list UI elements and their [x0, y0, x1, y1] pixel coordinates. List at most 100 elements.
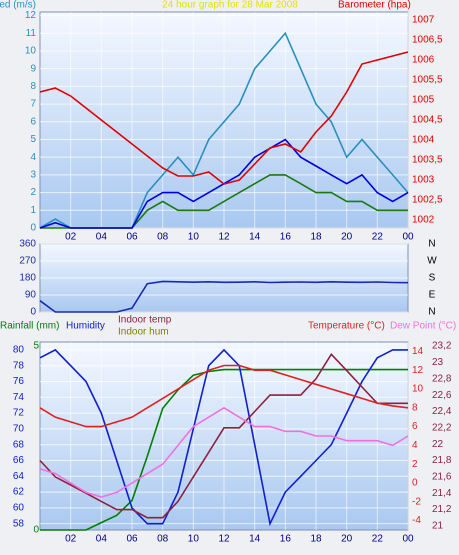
y2-tick-label: 1007 — [412, 15, 435, 26]
y-tick-label: 80 — [13, 345, 25, 356]
x-tick-label: 10 — [188, 534, 200, 545]
y2-tick-label: N — [428, 307, 435, 318]
y2-tick-label: -2 — [412, 496, 421, 507]
y2-tick-label: 1006,5 — [412, 35, 443, 46]
y4-tick-label: 0 — [33, 525, 39, 536]
y-tick-label: 1 — [30, 205, 36, 216]
y2-tick-label: 12 — [412, 365, 424, 376]
x-tick-label: 20 — [341, 232, 353, 243]
y-tick-label: 0 — [30, 307, 36, 318]
y2-tick-label: 1005 — [412, 95, 435, 106]
x-tick-label: 06 — [126, 232, 138, 243]
y-tick-label: 7 — [30, 99, 36, 110]
x-tick-label: 18 — [310, 534, 322, 545]
y2-tick-label: W — [427, 256, 437, 267]
y3-tick-label: 21,6 — [432, 472, 452, 483]
y3-tick-label: 22,2 — [432, 422, 452, 433]
x-tick-label: 00 — [402, 534, 414, 545]
y-tick-label: 70 — [13, 424, 25, 435]
x-tick-label: 04 — [96, 534, 108, 545]
legend-label: Dew Point (°C) — [390, 321, 456, 332]
y2-tick-label: -4 — [412, 515, 421, 526]
y2-tick-label: 1005,5 — [412, 75, 443, 86]
x-tick-label: 16 — [280, 232, 292, 243]
y3-tick-label: 23 — [432, 357, 444, 368]
y2-tick-label: 8 — [412, 402, 418, 413]
x-tick-label: 08 — [157, 534, 169, 545]
x-tick-label: 22 — [372, 534, 384, 545]
y-tick-label: 11 — [26, 28, 37, 39]
y-tick-label: 180 — [19, 273, 36, 284]
legend-label: Rainfall (mm) — [0, 321, 59, 332]
y-tick-label: 6 — [30, 116, 36, 127]
series-line — [39, 348, 408, 527]
y-tick-label: 4 — [30, 152, 36, 163]
x-tick-label: 14 — [249, 232, 261, 243]
x-tick-label: 14 — [249, 534, 261, 545]
y3-tick-label: 21,8 — [432, 455, 452, 466]
y2-tick-label: 14 — [412, 346, 424, 357]
title: 24 hour graph for 28 Mar 2008 — [162, 0, 298, 11]
y3-tick-label: 21,4 — [432, 488, 452, 499]
y3-tick-label: 22,4 — [432, 406, 452, 417]
x-tick-label: 08 — [157, 232, 169, 243]
legend-label: Temperature (°C) — [308, 321, 385, 332]
series-line — [39, 406, 409, 498]
y-tick-label: 72 — [13, 408, 25, 419]
y2-tick-label: 1004 — [412, 135, 435, 146]
y-tick-label: 5 — [30, 134, 36, 145]
y-tick-label: 9 — [30, 63, 36, 74]
y2-tick-label: 1002 — [412, 215, 435, 226]
series-line — [39, 352, 408, 519]
x-tick-label: 02 — [65, 232, 77, 243]
y2label: Barometer (hpa) — [338, 0, 411, 11]
y2-tick-label: 4 — [412, 440, 418, 451]
y-tick-label: 60 — [13, 503, 25, 514]
x-tick-label: 12 — [218, 534, 230, 545]
x-tick-label: 04 — [96, 232, 108, 243]
y-tick-label: 76 — [13, 376, 25, 387]
y-tick-label: 0 — [30, 223, 36, 234]
x-tick-label: 16 — [280, 534, 292, 545]
y3-tick-label: 22,6 — [432, 390, 452, 401]
x-tick-label: 20 — [341, 534, 353, 545]
y2-tick-label: E — [429, 290, 436, 301]
series-line — [39, 51, 409, 185]
y4-tick-label: 5 — [33, 340, 39, 351]
y3-tick-label: 21 — [432, 521, 444, 532]
x-tick-label: 10 — [188, 232, 200, 243]
y-tick-label: 10 — [25, 46, 37, 57]
y-tick-label: 270 — [19, 256, 36, 267]
x-tick-label: 02 — [65, 534, 77, 545]
y-tick-label: 3 — [30, 170, 36, 181]
y-tick-label: 74 — [13, 392, 25, 403]
ylabel: Windspeed (m/s) — [0, 0, 36, 11]
y-tick-label: 2 — [30, 187, 36, 198]
y2-tick-label: 0 — [412, 478, 418, 489]
y2-tick-label: 1006 — [412, 55, 435, 66]
y2-tick-label: 1004,5 — [412, 115, 443, 126]
legend-label: Indoor temp — [118, 315, 172, 326]
y3-tick-label: 22,8 — [432, 373, 452, 384]
y-tick-label: 12 — [25, 10, 37, 21]
x-tick-label: 18 — [310, 232, 322, 243]
x-tick-label: 12 — [218, 232, 230, 243]
y-tick-label: 8 — [30, 81, 36, 92]
legend-extra: Indoor hum — [118, 327, 169, 338]
y3-tick-label: 22 — [432, 439, 444, 450]
y3-tick-label: 21,2 — [432, 504, 452, 515]
y-tick-label: 78 — [13, 360, 25, 371]
x-tick-label: 22 — [372, 232, 384, 243]
series-line — [39, 364, 409, 428]
y3-tick-label: 23,2 — [432, 341, 452, 352]
y2-tick-label: N — [428, 239, 435, 250]
x-tick-label: 00 — [402, 232, 414, 243]
y2-tick-label: 1003,5 — [412, 155, 443, 166]
y2-tick-label: 2 — [412, 459, 418, 470]
y-tick-label: 64 — [13, 471, 25, 482]
y2-tick-label: 6 — [412, 421, 418, 432]
y2-tick-label: 10 — [412, 384, 424, 395]
y2-tick-label: 1003 — [412, 175, 435, 186]
legend-label: Humidity — [66, 321, 105, 332]
